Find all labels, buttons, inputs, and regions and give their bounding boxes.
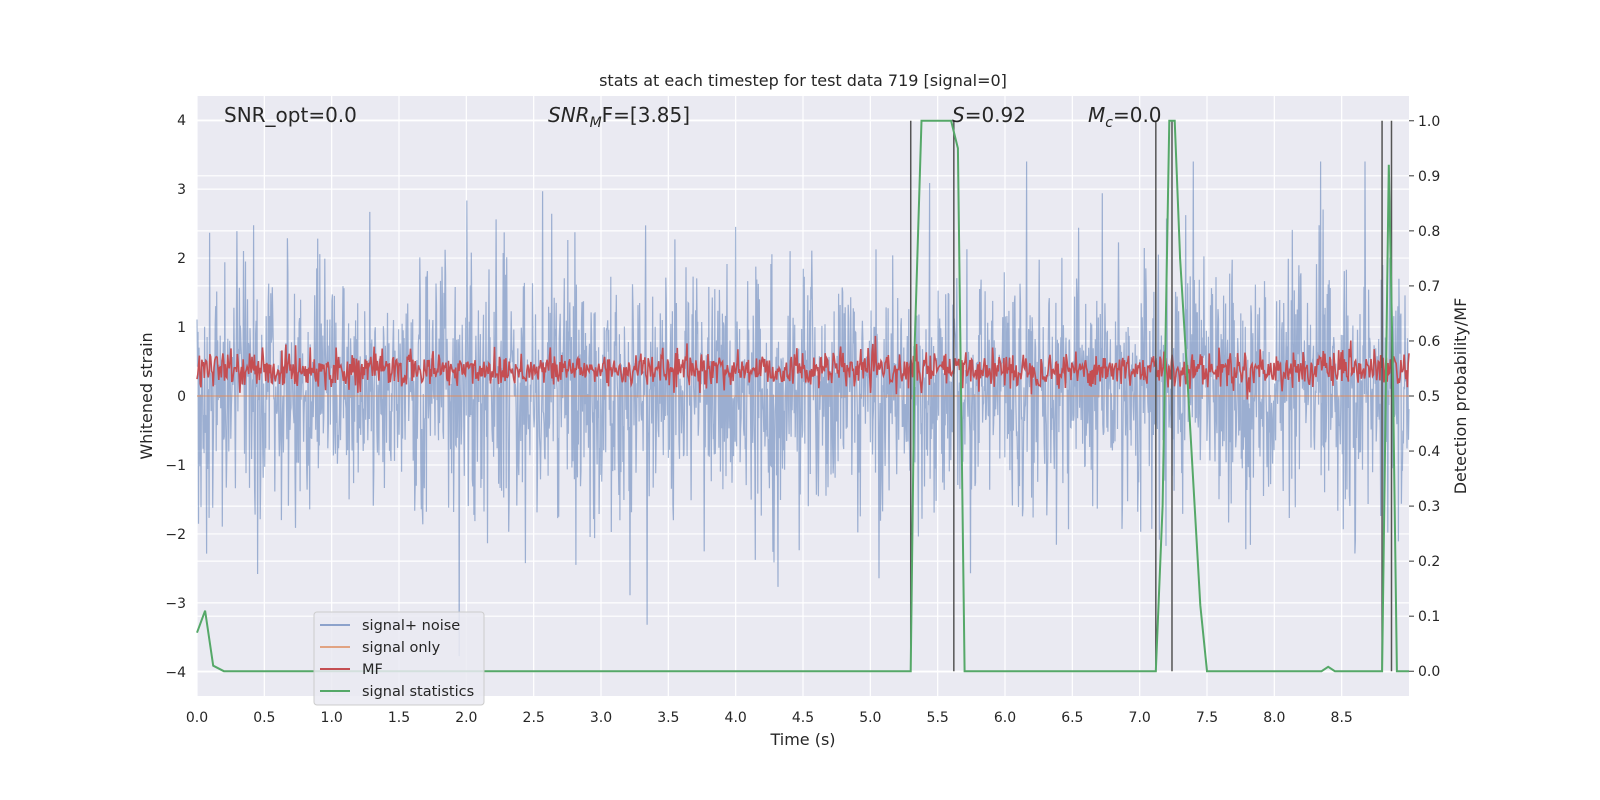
x-tick-label: 1.0 xyxy=(321,710,343,726)
y-right-tick-label: 0.3 xyxy=(1418,499,1440,515)
y-right-tick-label: 0.4 xyxy=(1418,444,1440,460)
y-left-tick-label: 4 xyxy=(177,113,186,129)
x-tick-label: 4.5 xyxy=(792,710,814,726)
annotation-s: S=0.92 xyxy=(952,103,1026,127)
x-tick-label: 3.0 xyxy=(590,710,612,726)
legend-label-signal-statistics: signal statistics xyxy=(362,684,474,700)
y-right-tick-label: 0.0 xyxy=(1418,664,1440,680)
line-signal-statistics xyxy=(196,119,1409,673)
trigger-lines xyxy=(909,120,1393,672)
x-axis-label: Time (s) xyxy=(769,730,835,749)
y-left-tick-label: −1 xyxy=(165,458,186,474)
legend: signal+ noise signal only MF signal stat… xyxy=(313,611,485,706)
x-tick-label: 6.0 xyxy=(994,710,1016,726)
y-right-tick-label: 0.7 xyxy=(1418,279,1440,295)
y-left-tick-label: 0 xyxy=(177,389,186,405)
x-tick-label: 3.5 xyxy=(657,710,679,726)
x-tick-label: 0.5 xyxy=(253,710,275,726)
y-left-tick-label: 3 xyxy=(177,182,186,198)
series-mf xyxy=(196,335,1410,400)
annotation-s-rest: =0.92 xyxy=(965,103,1026,127)
x-tick-label: 8.0 xyxy=(1263,710,1285,726)
annotation-mc-sub: c xyxy=(1105,115,1113,131)
x-tick-label: 7.5 xyxy=(1196,710,1218,726)
annotation-snr-mf-sub: M xyxy=(590,115,602,131)
legend-box xyxy=(313,611,485,706)
y-right-tick-label: 1.0 xyxy=(1418,114,1440,130)
x-tick-label: 5.0 xyxy=(859,710,881,726)
legend-label-signal-only: signal only xyxy=(362,640,441,656)
x-tick-label: 1.5 xyxy=(388,710,410,726)
series-signal-statistics xyxy=(196,119,1409,673)
x-tick-label: 2.0 xyxy=(455,710,477,726)
annotation-mc: Mc=0.0 xyxy=(1088,103,1162,131)
y-axis-right-ticks: 0.0 0.1 0.2 0.3 0.4 0.5 0.6 0.7 0.8 0.9 1.0 xyxy=(1409,114,1440,680)
series-signal-noise xyxy=(196,161,1410,657)
y-left-tick-label: −4 xyxy=(165,665,186,681)
x-tick-label: 7.0 xyxy=(1129,710,1151,726)
annotation-snr-mf-rest: F=[3.85] xyxy=(602,103,690,127)
y-left-tick-label: −2 xyxy=(165,527,186,543)
y-right-tick-label: 0.5 xyxy=(1418,389,1440,405)
legend-label-mf: MF xyxy=(362,662,383,678)
annotation-mc-main: M xyxy=(1088,103,1105,127)
annotation-snr-mf-main: SNR xyxy=(548,103,590,127)
y-left-tick-label: 1 xyxy=(177,320,186,336)
y-left-tick-label: −3 xyxy=(165,596,186,612)
line-mf xyxy=(196,335,1410,400)
y-right-tick-label: 0.2 xyxy=(1418,554,1440,570)
annotation-snr-mf: SNRMF=[3.85] xyxy=(548,103,690,131)
x-tick-label: 4.0 xyxy=(725,710,747,726)
y-right-tick-label: 0.9 xyxy=(1418,169,1440,185)
y-axis-left-ticks: −4 −3 −2 −1 0 1 2 3 4 xyxy=(165,113,186,681)
x-tick-label: 0.0 xyxy=(186,710,208,726)
annotation-mc-rest: =0.0 xyxy=(1113,103,1162,127)
x-tick-label: 8.5 xyxy=(1331,710,1353,726)
y-axis-right-label: Detection probability/MF xyxy=(1451,298,1470,495)
x-tick-label: 5.5 xyxy=(927,710,949,726)
annotation-s-main: S xyxy=(952,103,965,127)
legend-label-signal-noise: signal+ noise xyxy=(362,618,460,634)
chart-title: stats at each timestep for test data 719… xyxy=(599,71,1007,90)
x-tick-label: 6.5 xyxy=(1061,710,1083,726)
y-left-tick-label: 2 xyxy=(177,251,186,267)
annotation-snr-opt: SNR_opt=0.0 xyxy=(224,103,357,127)
line-signal-noise xyxy=(196,161,1410,657)
y-right-tick-label: 0.1 xyxy=(1418,609,1440,625)
x-tick-label: 2.5 xyxy=(523,710,545,726)
y-axis-left-label: Whitened strain xyxy=(137,332,156,459)
x-axis-ticks: 0.0 0.5 1.0 1.5 2.0 2.5 3.0 3.5 4.0 4.5 5.0 5.5 6.0 6… xyxy=(186,710,1353,726)
y-right-tick-label: 0.6 xyxy=(1418,334,1440,350)
y-right-tick-label: 0.8 xyxy=(1418,224,1440,240)
